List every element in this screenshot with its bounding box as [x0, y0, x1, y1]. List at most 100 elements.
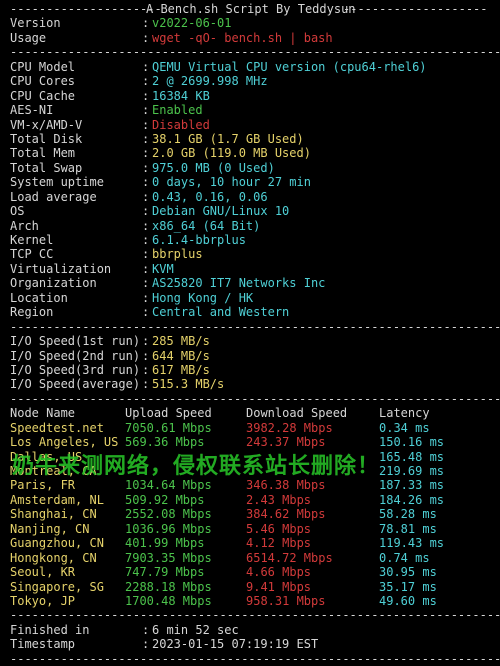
- system-info-value: Hong Kong / HK: [152, 290, 254, 305]
- system-info-colon: :: [142, 189, 150, 204]
- system-info-key: Region: [10, 305, 54, 320]
- footer-key: Finished in: [10, 622, 90, 637]
- system-info-row: Organization: AS25820 IT7 Networks Inc: [10, 276, 494, 290]
- header-sep-left: ---------------------: [10, 2, 162, 16]
- node-name: Speedtest.net: [10, 420, 104, 435]
- system-info-row: OS: Debian GNU/Linux 10: [10, 204, 494, 218]
- system-info-row: AES-NI: Enabled: [10, 103, 494, 117]
- upload-speed: 747.79 Mbps: [125, 565, 205, 580]
- system-info-colon: :: [142, 233, 150, 247]
- header-download: Download Speed: [246, 406, 348, 421]
- speed-row: Singapore, SG 2288.18 Mbps 9.41 Mbps 35.17 …: [10, 580, 494, 594]
- latency: 0.34 ms: [379, 420, 430, 435]
- watermark-text: 奶牛来测网络，侵权联系站长删除！: [12, 454, 381, 479]
- system-info-key: CPU Model: [10, 59, 76, 74]
- speed-header-row: Node Name Upload Speed Download Speed Laten…: [10, 406, 494, 420]
- header-latency: Latency: [379, 406, 430, 421]
- node-name: Dallas, US: [10, 449, 83, 464]
- system-info-key: Load average: [10, 189, 97, 204]
- system-info-colon: :: [142, 276, 150, 291]
- system-info-row: VM-x/AMD-V: Disabled: [10, 118, 494, 132]
- system-info-value: 0 days, 10 hour 27 min: [152, 175, 311, 190]
- system-info-row: Total Swap:975.0 MB (0 Used): [10, 161, 494, 175]
- speed-row: Paris, FR 1034.64 Mbps 346.38 Mbps 187.33 m…: [10, 478, 494, 492]
- system-info-key: Total Swap: [10, 160, 83, 175]
- io-row: I/O Speed(1st run):285 MB/s: [10, 334, 494, 348]
- system-info-row: Kernel:6.1.4-bbrplus: [10, 233, 494, 247]
- download-speed: 243.37 Mbps: [246, 435, 326, 450]
- system-info-colon: :: [142, 305, 150, 320]
- download-speed: 3982.28 Mbps: [246, 420, 333, 435]
- footer-colon: :: [142, 637, 150, 652]
- system-info-row: Arch: x86_64 (64 Bit): [10, 219, 494, 233]
- system-info-colon: :: [142, 160, 150, 175]
- header-line: --------------------- A Bench.sh Script B…: [10, 2, 494, 16]
- info-colon: :: [142, 30, 150, 45]
- system-info-colon: :: [142, 247, 150, 262]
- system-info-row: System uptime:0 days, 10 hour 27 min: [10, 175, 494, 189]
- footer-row: Finished in:6 min 52 sec: [10, 623, 494, 637]
- info-key: Version: [10, 16, 61, 31]
- separator-line: ----------------------------------------…: [10, 392, 500, 406]
- system-info-key: VM-x/AMD-V: [10, 117, 83, 132]
- system-info-key: CPU Cache: [10, 88, 76, 103]
- system-info-key: TCP CC: [10, 247, 54, 262]
- system-info-key: Location: [10, 290, 68, 305]
- latency: 165.48 ms: [379, 449, 445, 464]
- latency: 187.33 ms: [379, 478, 445, 493]
- io-value: 617 MB/s: [152, 362, 210, 377]
- node-name: Seoul, KR: [10, 565, 76, 580]
- separator-text: ----------------------------------------…: [10, 651, 500, 666]
- download-speed: 346.38 Mbps: [246, 478, 326, 493]
- system-info-value: KVM: [152, 261, 174, 276]
- system-info-row: Location: Hong Kong / HK: [10, 291, 494, 305]
- speed-row: Guangzhou, CN 401.99 Mbps 4.12 Mbps 119.43 …: [10, 536, 494, 550]
- system-info-key: Organization: [10, 276, 97, 291]
- io-value: 515.3 MB/s: [152, 377, 225, 392]
- separator-line: ----------------------------------------…: [10, 608, 500, 622]
- speed-row: Tokyo, JP 1700.48 Mbps 958.31 Mbps 49.60 ms: [10, 594, 494, 608]
- speed-row: Hongkong, CN 7903.35 Mbps 6514.72 Mbps 0.74…: [10, 551, 494, 565]
- node-name: Amsterdam, NL: [10, 492, 104, 507]
- speed-row: Speedtest.net 7050.61 Mbps 3982.28 Mbps 0.3…: [10, 421, 494, 435]
- system-info-value: Central and Western: [152, 305, 290, 320]
- footer-value: 2023-01-15 07:19:19 EST: [152, 637, 319, 652]
- upload-speed: 2288.18 Mbps: [125, 579, 212, 594]
- io-colon: :: [142, 377, 150, 392]
- system-info-value: 6.1.4-bbrplus: [152, 233, 246, 247]
- upload-speed: 7050.61 Mbps: [125, 420, 212, 435]
- latency: 78.81 ms: [379, 521, 437, 536]
- footer-row: Timestamp:2023-01-15 07:19:19 EST: [10, 637, 494, 651]
- upload-speed: 7903.35 Mbps: [125, 550, 212, 565]
- download-speed: 4.12 Mbps: [246, 536, 312, 551]
- upload-speed: 509.92 Mbps: [125, 492, 205, 507]
- node-name: Los Angeles, US: [10, 435, 119, 450]
- system-info-value: 0.43, 0.16, 0.06: [152, 189, 268, 204]
- footer-colon: :: [142, 622, 150, 637]
- system-info-row: Total Disk:38.1 GB (1.7 GB Used): [10, 132, 494, 146]
- upload-speed: 2552.08 Mbps: [125, 507, 212, 522]
- system-info-value: Disabled: [152, 117, 210, 132]
- node-name: Hongkong, CN: [10, 550, 97, 565]
- system-info-row: Load average:0.43, 0.16, 0.06: [10, 190, 494, 204]
- io-colon: :: [142, 348, 150, 363]
- system-info-value: bbrplus: [152, 247, 203, 262]
- system-info-row: Total Mem:2.0 GB (119.0 MB Used): [10, 146, 494, 160]
- download-speed: 384.62 Mbps: [246, 507, 326, 522]
- io-value: 644 MB/s: [152, 348, 210, 363]
- io-value: 285 MB/s: [152, 334, 210, 349]
- terminal-output: --------------------- A Bench.sh Script B…: [10, 2, 500, 666]
- latency: 0.74 ms: [379, 550, 430, 565]
- system-info-colon: :: [142, 59, 150, 74]
- upload-speed: 569.36 Mbps: [125, 435, 205, 450]
- system-info-row: CPU Model: QEMU Virtual CPU version (cpu6…: [10, 60, 494, 74]
- speed-row: Montreal, CA 219.69 ms: [10, 464, 494, 478]
- speed-row: Seoul, KR 747.79 Mbps 4.66 Mbps 30.95 ms: [10, 565, 494, 579]
- io-key: I/O Speed(1st run): [10, 334, 141, 349]
- system-info-key: Virtualization: [10, 261, 112, 276]
- download-speed: 4.66 Mbps: [246, 565, 312, 580]
- info-value: wget -qO- bench.sh | bash: [152, 30, 333, 45]
- info-value: v2022-06-01: [152, 16, 232, 31]
- io-row: I/O Speed(3rd run):617 MB/s: [10, 363, 494, 377]
- io-row: I/O Speed(average):515.3 MB/s: [10, 377, 494, 391]
